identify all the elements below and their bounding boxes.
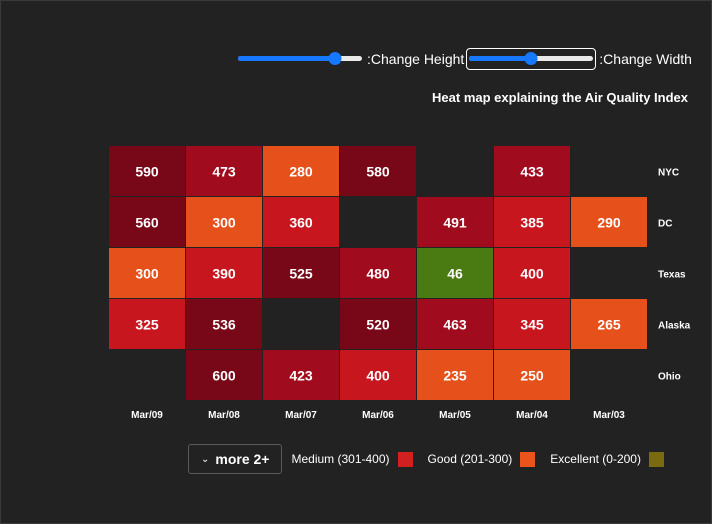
- heatmap-cell[interactable]: [263, 350, 339, 400]
- x-tick-label: Mar/06: [362, 410, 394, 421]
- cell-value-label: 250: [520, 368, 544, 384]
- x-tick-label: Mar/08: [208, 410, 240, 421]
- heatmap-cell[interactable]: [417, 299, 493, 349]
- legend-item[interactable]: Excellent (0-200): [550, 451, 664, 467]
- width-slider-fill: [469, 56, 532, 61]
- heatmap-cell[interactable]: [263, 248, 339, 298]
- cell-value-label: 385: [520, 215, 544, 231]
- heatmap-cell[interactable]: [340, 248, 416, 298]
- cell-value-label: 433: [520, 164, 544, 180]
- chart-title: Heat map explaining the Air Quality Inde…: [432, 90, 688, 105]
- heatmap-cell[interactable]: [340, 299, 416, 349]
- x-tick-label: Mar/04: [516, 410, 548, 421]
- y-tick-label: Alaska: [658, 321, 691, 332]
- y-tick-label: NYC: [658, 168, 679, 179]
- heatmap-cell[interactable]: [263, 197, 339, 247]
- legend-item[interactable]: Medium (301-400): [291, 451, 413, 467]
- heatmap-cell[interactable]: [109, 146, 185, 196]
- cell-value-label: 400: [520, 266, 544, 282]
- heatmap-chart: 590 473 280 580 433 560 300 360 491 385 290 300 390 5…: [109, 146, 691, 421]
- cell-value-label: 325: [135, 317, 159, 333]
- width-slider-label: :Change Width: [599, 51, 692, 67]
- height-slider-thumb[interactable]: [328, 52, 342, 65]
- legend-item[interactable]: Good (201-300): [427, 451, 536, 467]
- heatmap-cell[interactable]: [109, 248, 185, 298]
- legend-more-button[interactable]: ⌄ more 2+: [188, 444, 283, 474]
- size-controls: :Change Height :Change Width: [236, 48, 692, 70]
- height-slider-fill: [238, 56, 335, 61]
- cell-value-label: 423: [289, 368, 313, 384]
- x-tick-label: Mar/05: [439, 410, 471, 421]
- heatmap-cell[interactable]: [494, 299, 570, 349]
- cell-value-label: 473: [212, 164, 236, 180]
- cell-value-label: 300: [135, 266, 159, 282]
- heatmap-cell[interactable]: [494, 197, 570, 247]
- heatmap-cell[interactable]: [417, 197, 493, 247]
- heatmap-cell[interactable]: [494, 350, 570, 400]
- cell-value-label: 520: [366, 317, 390, 333]
- height-slider[interactable]: [236, 48, 364, 70]
- heatmap-cell[interactable]: [571, 197, 647, 247]
- heatmap-cell[interactable]: [186, 197, 262, 247]
- heatmap-cell[interactable]: [417, 248, 493, 298]
- width-slider-thumb[interactable]: [524, 52, 538, 65]
- cell-value-label: 280: [289, 164, 313, 180]
- legend-more-label: more 2+: [215, 451, 270, 467]
- legend-item-label: Good (201-300): [427, 452, 513, 466]
- heatmap-cell[interactable]: [340, 350, 416, 400]
- x-tick-label: Mar/09: [131, 410, 163, 421]
- cell-value-label: 525: [289, 266, 313, 282]
- heatmap-cell[interactable]: [263, 146, 339, 196]
- chevron-down-icon: ⌄: [201, 453, 210, 465]
- cell-value-label: 300: [212, 215, 236, 231]
- heatmap-cell[interactable]: [494, 146, 570, 196]
- heatmap-cell[interactable]: [186, 299, 262, 349]
- cell-value-label: 400: [366, 368, 390, 384]
- height-slider-label: :Change Height: [367, 51, 465, 67]
- cell-value-label: 290: [597, 215, 621, 231]
- legend-item-label: Medium (301-400): [291, 452, 390, 466]
- cell-value-label: 600: [212, 368, 236, 384]
- heatmap-cell[interactable]: [571, 299, 647, 349]
- cell-value-label: 463: [443, 317, 467, 333]
- cell-value-label: 46: [447, 266, 463, 282]
- cell-value-label: 536: [212, 317, 236, 333]
- heatmap-cell[interactable]: [186, 146, 262, 196]
- legend-swatch: [648, 451, 664, 467]
- legend-item-label: Excellent (0-200): [550, 452, 641, 466]
- legend-swatch: [520, 451, 536, 467]
- heatmap-cell[interactable]: [109, 197, 185, 247]
- x-tick-label: Mar/07: [285, 410, 317, 421]
- cell-value-label: 480: [366, 266, 390, 282]
- heatmap-cell[interactable]: [494, 248, 570, 298]
- heatmap-cell[interactable]: [186, 248, 262, 298]
- cell-value-label: 345: [520, 317, 544, 333]
- cell-value-label: 235: [443, 368, 467, 384]
- y-tick-label: Texas: [658, 270, 686, 281]
- y-tick-label: DC: [658, 219, 672, 230]
- cell-value-label: 491: [443, 215, 467, 231]
- cell-value-label: 360: [289, 215, 313, 231]
- cell-value-label: 560: [135, 215, 159, 231]
- heatmap-cell[interactable]: [186, 350, 262, 400]
- heatmap-cell[interactable]: [340, 146, 416, 196]
- x-tick-label: Mar/03: [593, 410, 625, 421]
- legend: ⌄ more 2+ Medium (301-400) Good (201-300…: [188, 444, 664, 474]
- width-slider[interactable]: [466, 48, 597, 70]
- cell-value-label: 590: [135, 164, 159, 180]
- y-tick-label: Ohio: [658, 372, 681, 383]
- heatmap-cell[interactable]: [417, 350, 493, 400]
- cell-value-label: 265: [597, 317, 621, 333]
- heatmap-cell[interactable]: [109, 299, 185, 349]
- legend-swatch: [397, 451, 413, 467]
- cell-value-label: 580: [366, 164, 390, 180]
- cell-value-label: 390: [212, 266, 236, 282]
